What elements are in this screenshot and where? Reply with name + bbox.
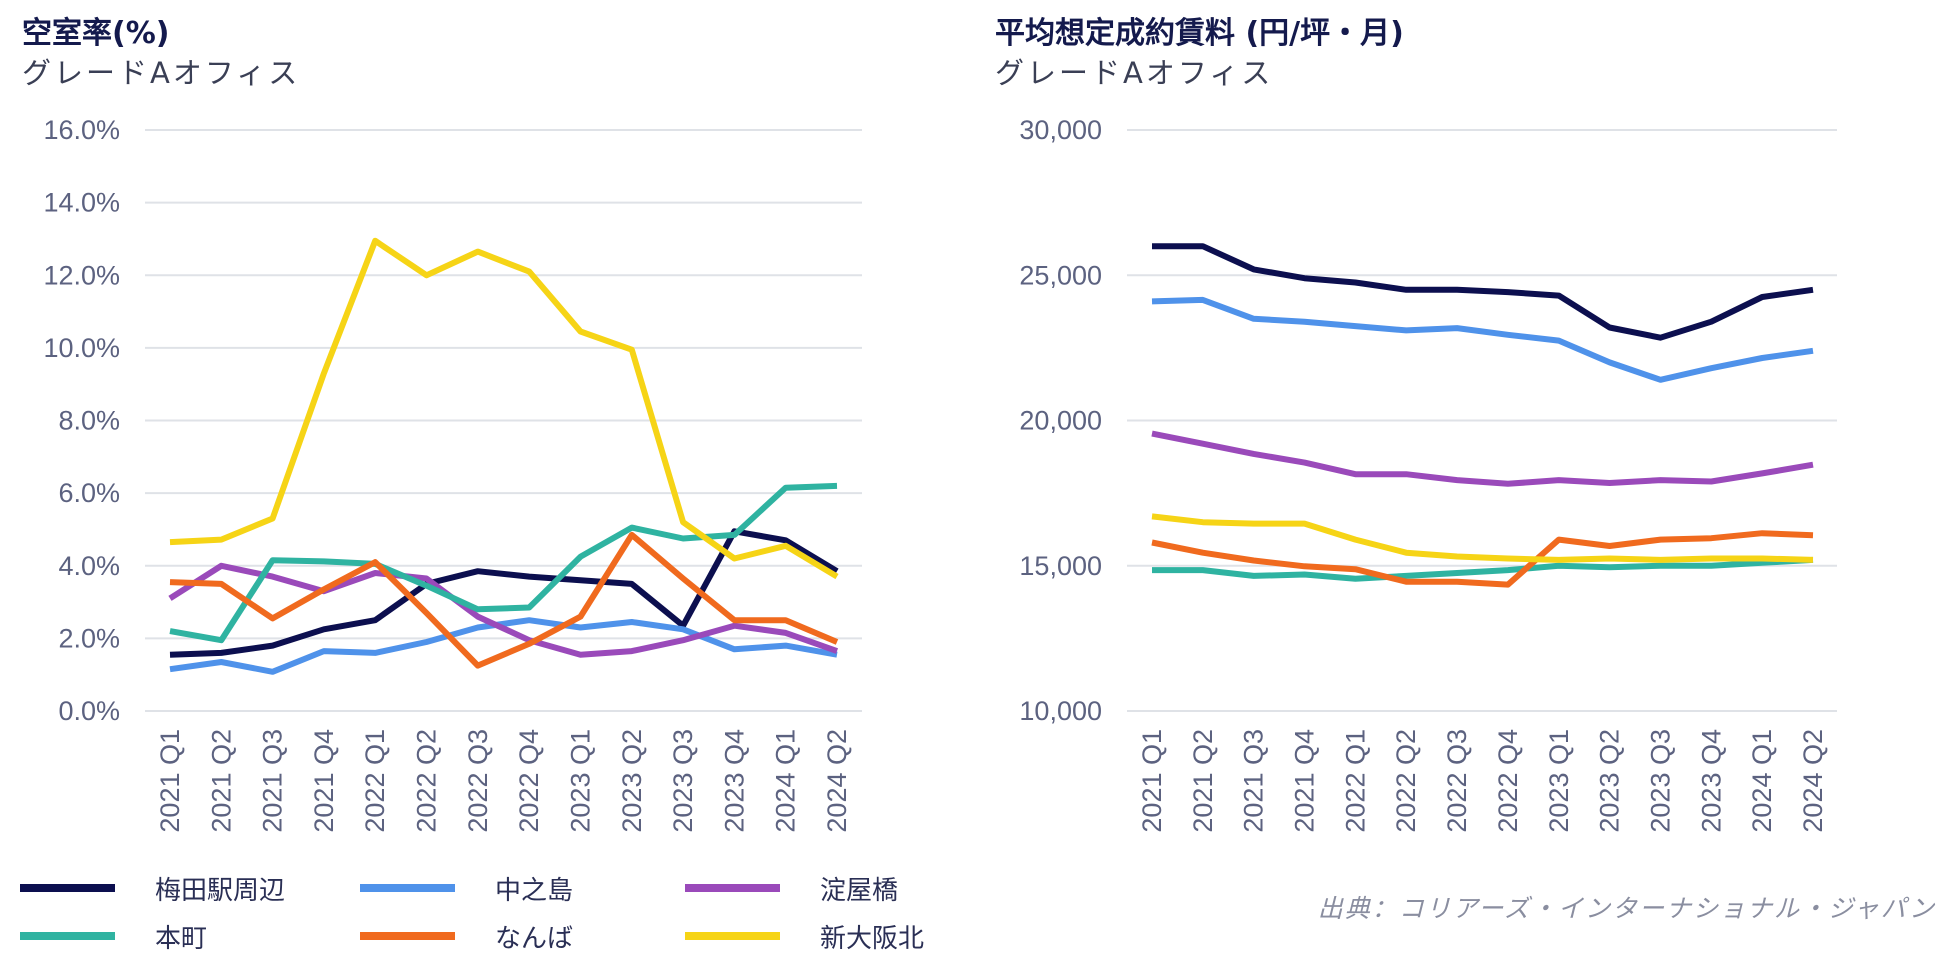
- legend-swatch-umeda: [20, 884, 115, 892]
- vacancy-ytick-label: 16.0%: [43, 115, 120, 145]
- vacancy-xtick-label: 2021 Q4: [309, 729, 339, 833]
- rent-ytick-label: 30,000: [1019, 115, 1102, 145]
- legend: 梅田駅周辺 中之島 淀屋橋 本町 なんば 新大阪北: [20, 868, 924, 963]
- vacancy-xtick-label: 2023 Q3: [668, 729, 698, 833]
- vacancy-series-honmachi: [169, 482, 838, 644]
- vacancy-xtick-label: 2023 Q4: [719, 729, 749, 833]
- average-rent-chart: 10,000 15,000 20,000 25,000 30,000 2021 Q1 202…: [1019, 115, 1837, 833]
- rent-series-umeda: [1152, 243, 1814, 341]
- vacancy-xtick-label: 2022 Q4: [514, 729, 544, 833]
- vacancy-xtick-label: 2024 Q2: [822, 729, 852, 833]
- rent-series-namba: [1151, 530, 1814, 588]
- vacancy-ytick-label: 2.0%: [58, 623, 120, 653]
- vacancy-xtick-label: 2022 Q1: [360, 729, 390, 833]
- legend-swatch-honmachi: [20, 932, 115, 940]
- rent-xtick-label: 2023 Q3: [1645, 729, 1675, 833]
- vacancy-ytick-label: 4.0%: [58, 551, 120, 581]
- rent-ytick-label: 15,000: [1019, 551, 1102, 581]
- vacancy-chart-title: 空室率(%): [22, 16, 170, 51]
- vacancy-xtick-label: 2024 Q1: [771, 729, 801, 833]
- legend-swatch-nakanoshima: [360, 884, 455, 892]
- vacancy-xtick-label: 2023 Q2: [617, 729, 647, 833]
- vacancy-ytick-label: 12.0%: [43, 260, 120, 290]
- legend-item-yodoyabashi: 淀屋橋: [685, 868, 898, 908]
- rent-series-honmachi: [1152, 556, 1814, 582]
- rent-xtick-label: 2021 Q1: [1137, 729, 1167, 833]
- rent-chart-subtitle: グレードAオフィス: [995, 56, 1274, 90]
- legend-item-honmachi: 本町: [20, 916, 207, 956]
- rent-series-shinosaka: [1151, 513, 1814, 563]
- rent-xtick-label: 2021 Q2: [1188, 729, 1218, 833]
- rent-chart-title: 平均想定成約賃料 (円/坪・月): [995, 16, 1404, 51]
- rent-ytick-label: 10,000: [1019, 696, 1102, 726]
- legend-label-shinosaka: 新大阪北: [820, 923, 925, 954]
- vacancy-xtick-label: 2021 Q1: [155, 729, 185, 833]
- vacancy-ytick-label: 8.0%: [58, 406, 120, 436]
- vacancy-xtick-label: 2022 Q2: [412, 729, 442, 833]
- legend-label-honmachi: 本町: [155, 923, 208, 954]
- rent-ytick-label: 20,000: [1019, 406, 1102, 436]
- rent-xtick-label: 2024 Q1: [1747, 729, 1777, 833]
- rent-xtick-label: 2021 Q3: [1239, 729, 1269, 833]
- vacancy-ytick-label: 10.0%: [43, 333, 120, 363]
- vacancy-series-yodoyabashi: [168, 562, 839, 658]
- vacancy-series-shinosaka: [169, 237, 839, 580]
- rent-xtick-label: 2022 Q3: [1442, 729, 1472, 833]
- rent-xtick-label: 2023 Q1: [1544, 729, 1574, 833]
- vacancy-ytick-label: 6.0%: [58, 478, 120, 508]
- legend-label-nakanoshima: 中之島: [495, 875, 574, 906]
- vacancy-xtick-label: 2021 Q2: [206, 729, 236, 833]
- legend-item-shinosaka: 新大阪北: [685, 916, 924, 956]
- legend-item-nakanoshima: 中之島: [360, 868, 573, 908]
- legend-swatch-yodoyabashi: [685, 884, 780, 892]
- vacancy-ytick-label: 14.0%: [43, 188, 120, 218]
- rent-xtick-label: 2024 Q2: [1798, 729, 1828, 833]
- legend-swatch-namba: [360, 932, 455, 940]
- rent-xtick-label: 2022 Q1: [1340, 729, 1370, 833]
- vacancy-chart-subtitle: グレードAオフィス: [22, 56, 301, 90]
- vacancy-series-umeda: [169, 528, 839, 658]
- rent-series-yodoyabashi: [1151, 430, 1814, 487]
- legend-swatch-shinosaka: [685, 932, 780, 940]
- vacancy-series-namba: [169, 531, 839, 669]
- rent-xtick-label: 2023 Q4: [1696, 729, 1726, 833]
- legend-item-umeda: 梅田駅周辺: [20, 868, 285, 908]
- rent-series-nakanoshima: [1151, 296, 1814, 383]
- vacancy-xtick-label: 2022 Q3: [463, 729, 493, 833]
- rent-xtick-label: 2022 Q2: [1391, 729, 1421, 833]
- legend-label-yodoyabashi: 淀屋橋: [820, 875, 899, 906]
- vacancy-rate-chart: 0.0% 2.0% 4.0% 6.0% 8.0% 10.0% 12.0% 14.0% 16.0%…: [43, 115, 862, 833]
- legend-label-umeda: 梅田駅周辺: [155, 875, 286, 906]
- vacancy-xtick-label: 2023 Q1: [565, 729, 595, 833]
- rent-xtick-label: 2022 Q4: [1493, 729, 1523, 833]
- legend-item-namba: なんば: [360, 916, 573, 956]
- vacancy-ytick-label: 0.0%: [58, 696, 120, 726]
- vacancy-series-nakanoshima: [169, 617, 838, 675]
- legend-label-namba: なんば: [495, 923, 574, 954]
- rent-ytick-label: 25,000: [1019, 260, 1102, 290]
- rent-xtick-label: 2023 Q2: [1595, 729, 1625, 833]
- source-note: 出典：コリアーズ・インターナショナル・ジャパン: [1317, 894, 1936, 923]
- rent-xtick-label: 2021 Q4: [1290, 729, 1320, 833]
- vacancy-xtick-label: 2021 Q3: [258, 729, 288, 833]
